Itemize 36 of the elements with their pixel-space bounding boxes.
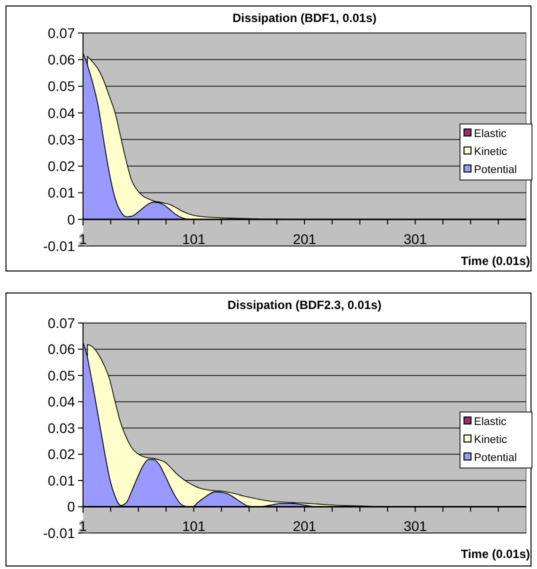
chart-title: Dissipation (BDF1, 0.01s) [232,11,377,25]
x-tick-label: 201 [292,518,316,534]
x-tick-label: 1 [79,518,88,534]
x-tick-label: 301 [404,231,428,247]
y-tick-label: -0.01 [43,238,76,254]
chart-title: Dissipation (BDF2.3, 0.01s) [227,298,382,312]
legend-label: Potential [474,452,517,464]
legend-label: Potential [474,164,517,176]
x-tick-label: 101 [182,518,206,534]
y-tick-label: 0.06 [48,52,76,68]
y-tick-label: 0 [67,211,76,228]
y-tick-label: 0.05 [48,367,76,384]
y-tick-label: 0.01 [48,184,76,201]
legend-label: Elastic [474,416,507,428]
y-tick-label: 0.05 [48,78,76,94]
x-tick-label: 201 [292,231,316,247]
y-tick-label: 0.02 [48,446,76,462]
y-tick-label: 0.06 [48,341,76,358]
y-tick-label: 0.04 [48,394,76,410]
y-tick-label: 0.01 [48,472,76,488]
legend-label: Kinetic [474,434,508,446]
x-tick-label: 101 [182,231,206,247]
x-axis-title: Time (0.01s) [460,547,530,561]
legend-label: Elastic [474,128,507,140]
y-tick-label: 0 [67,498,76,515]
legend-label: Kinetic [474,146,508,158]
y-tick-label: 0.04 [48,104,76,121]
x-tick-label: 1 [79,231,88,247]
y-tick-label: 0.07 [48,314,76,331]
y-tick-label: 0.03 [48,420,76,436]
x-axis-title: Time (0.01s) [460,254,530,268]
y-tick-label: 0.07 [48,24,76,41]
x-tick-label: 301 [404,518,428,534]
y-tick-label: 0.03 [48,131,76,148]
y-tick-label: 0.02 [48,158,76,174]
y-tick-label: -0.01 [43,524,76,541]
